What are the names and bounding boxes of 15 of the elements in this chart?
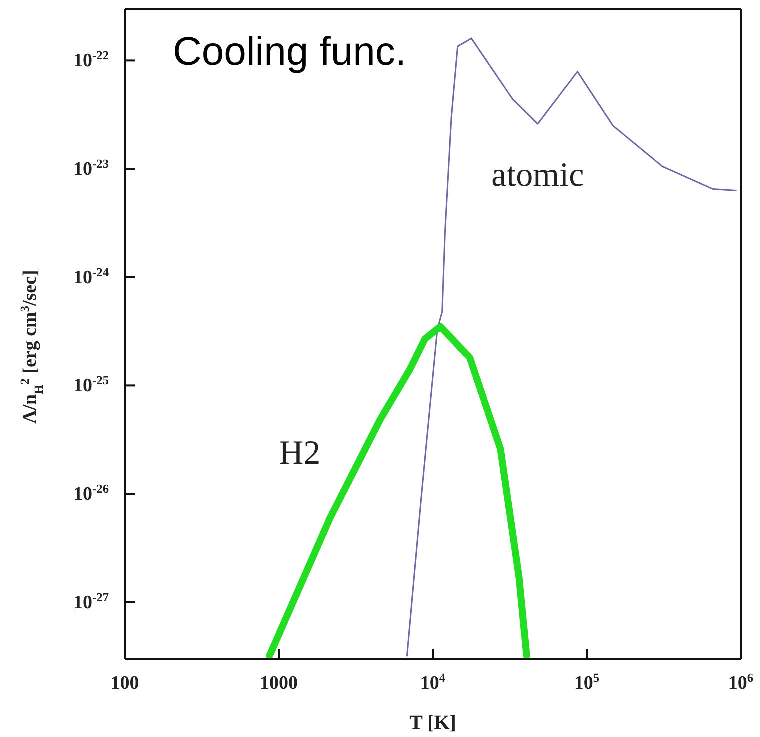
y-tick-label: 10$^{-24}$ xyxy=(74,265,109,288)
x-tick-label: 1000 xyxy=(260,673,298,694)
y-tick-label: 10$^{-26}$ xyxy=(74,482,109,506)
x-axis-title: T [K] xyxy=(410,712,456,734)
y-tick-label: 10$^{-27}$ xyxy=(74,590,109,614)
x-tick-label: 10$^{4}$ xyxy=(420,671,446,694)
series-label: atomic xyxy=(492,157,584,194)
x-tick-label: 10$^{5}$ xyxy=(574,671,600,694)
text: Cooling func. xyxy=(173,30,406,75)
y-tick-label: 10$^{-22}$ xyxy=(74,48,109,72)
x-tick-label: 100 xyxy=(110,673,140,694)
x-tick-label: 10$^{6}$ xyxy=(728,671,754,694)
series-label: H2 xyxy=(279,434,321,472)
y-tick-label: 10$^{-25}$ xyxy=(74,374,109,397)
y-tick-label: 10$^{-23}$ xyxy=(74,157,109,180)
